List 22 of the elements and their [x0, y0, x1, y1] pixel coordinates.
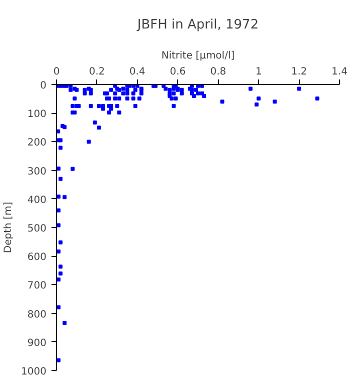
y-tick-label: 100 [27, 109, 47, 120]
y-tick-label: 200 [27, 138, 47, 149]
x-tick-label: 0.8 [210, 66, 226, 78]
chart-title: JBFH in April, 1972 [136, 18, 259, 32]
x-axis-title: Nitrite [µmol/l] [161, 50, 235, 62]
x-tick-label: 1 [255, 66, 262, 78]
y-tick-label: 700 [27, 280, 47, 292]
x-tick-label: 0 [53, 66, 60, 78]
y-tick-label: 1000 [21, 366, 47, 378]
y-tick-label: 900 [27, 338, 47, 349]
y-tick-label: 600 [27, 252, 47, 264]
x-tick-label: 1.4 [332, 66, 348, 78]
y-axis-title: Depth [m] [3, 202, 14, 254]
x-tick-label: 1.2 [291, 66, 308, 78]
x-tick-label: 0.2 [88, 66, 105, 78]
y-tick-label: 400 [27, 194, 47, 206]
y-tick-label: 800 [27, 309, 47, 320]
y-tick-label: 500 [27, 224, 47, 234]
y-tick-label: 300 [27, 166, 47, 178]
x-tick-label: 0.6 [170, 66, 186, 78]
y-tick-label: 0 [40, 80, 47, 92]
x-tick-label: 0.4 [129, 66, 146, 78]
